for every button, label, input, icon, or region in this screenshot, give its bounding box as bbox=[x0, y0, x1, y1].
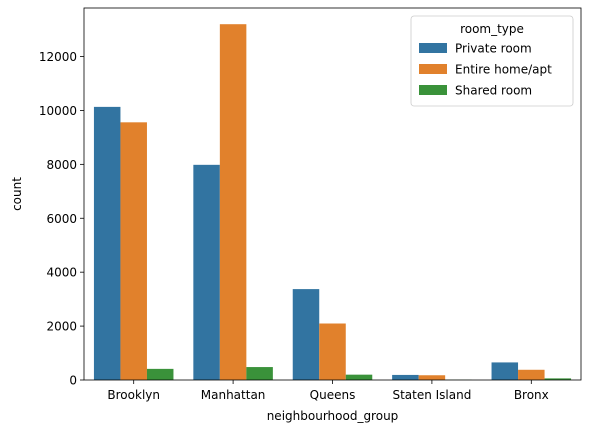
legend-label: Shared room bbox=[455, 84, 532, 98]
y-axis-label: count bbox=[10, 177, 24, 211]
y-tick-label: 6000 bbox=[46, 212, 77, 226]
bar-private-room-queens bbox=[292, 289, 320, 380]
y-tick-label: 10000 bbox=[39, 104, 77, 118]
y-tick-label: 8000 bbox=[46, 158, 77, 172]
bar-shared-room-manhattan bbox=[246, 367, 273, 380]
bar-entire-home-apt-manhattan bbox=[219, 24, 247, 380]
legend-title: room_type bbox=[460, 22, 524, 36]
legend-swatch bbox=[419, 43, 447, 53]
bar-private-room-manhattan bbox=[193, 164, 220, 380]
x-tick-label: Staten Island bbox=[392, 388, 471, 402]
x-axis-label: neighbourhood_group bbox=[267, 409, 399, 423]
y-tick-label: 4000 bbox=[46, 266, 77, 280]
legend-label: Private room bbox=[455, 42, 532, 56]
bar-shared-room-brooklyn bbox=[146, 368, 174, 380]
legend-swatch bbox=[419, 85, 447, 95]
y-axis: 0 2000 4000 6000 8000 10000 12000 bbox=[39, 50, 84, 388]
bar-private-room-bronx bbox=[491, 362, 519, 380]
bar-shared-room-queens bbox=[345, 374, 373, 380]
x-axis: Brooklyn Manhattan Queens Staten Island Bron… bbox=[107, 380, 549, 402]
y-tick-label: 2000 bbox=[46, 320, 77, 334]
bar-entire-home-apt-brooklyn bbox=[120, 122, 147, 380]
bar-private-room-brooklyn bbox=[93, 106, 121, 380]
y-tick-label: 0 bbox=[69, 374, 77, 388]
bar-entire-home-apt-staten-island bbox=[418, 375, 446, 380]
bar-private-room-staten-island bbox=[392, 374, 419, 380]
bar-entire-home-apt-queens bbox=[319, 323, 346, 380]
x-tick-label: Brooklyn bbox=[107, 388, 160, 402]
legend-swatch bbox=[419, 64, 447, 74]
legend-box bbox=[410, 15, 574, 107]
legend: room_type Private room Entire home/apt Shar… bbox=[410, 15, 574, 107]
x-tick-label: Manhattan bbox=[201, 388, 266, 402]
bar-entire-home-apt-bronx bbox=[518, 369, 545, 380]
bars-layer bbox=[93, 24, 572, 380]
y-tick-label: 12000 bbox=[39, 50, 77, 64]
x-tick-label: Queens bbox=[310, 388, 356, 402]
legend-label: Entire home/apt bbox=[455, 63, 552, 77]
bar-shared-room-bronx bbox=[544, 378, 572, 380]
x-tick-label: Bronx bbox=[514, 388, 549, 402]
